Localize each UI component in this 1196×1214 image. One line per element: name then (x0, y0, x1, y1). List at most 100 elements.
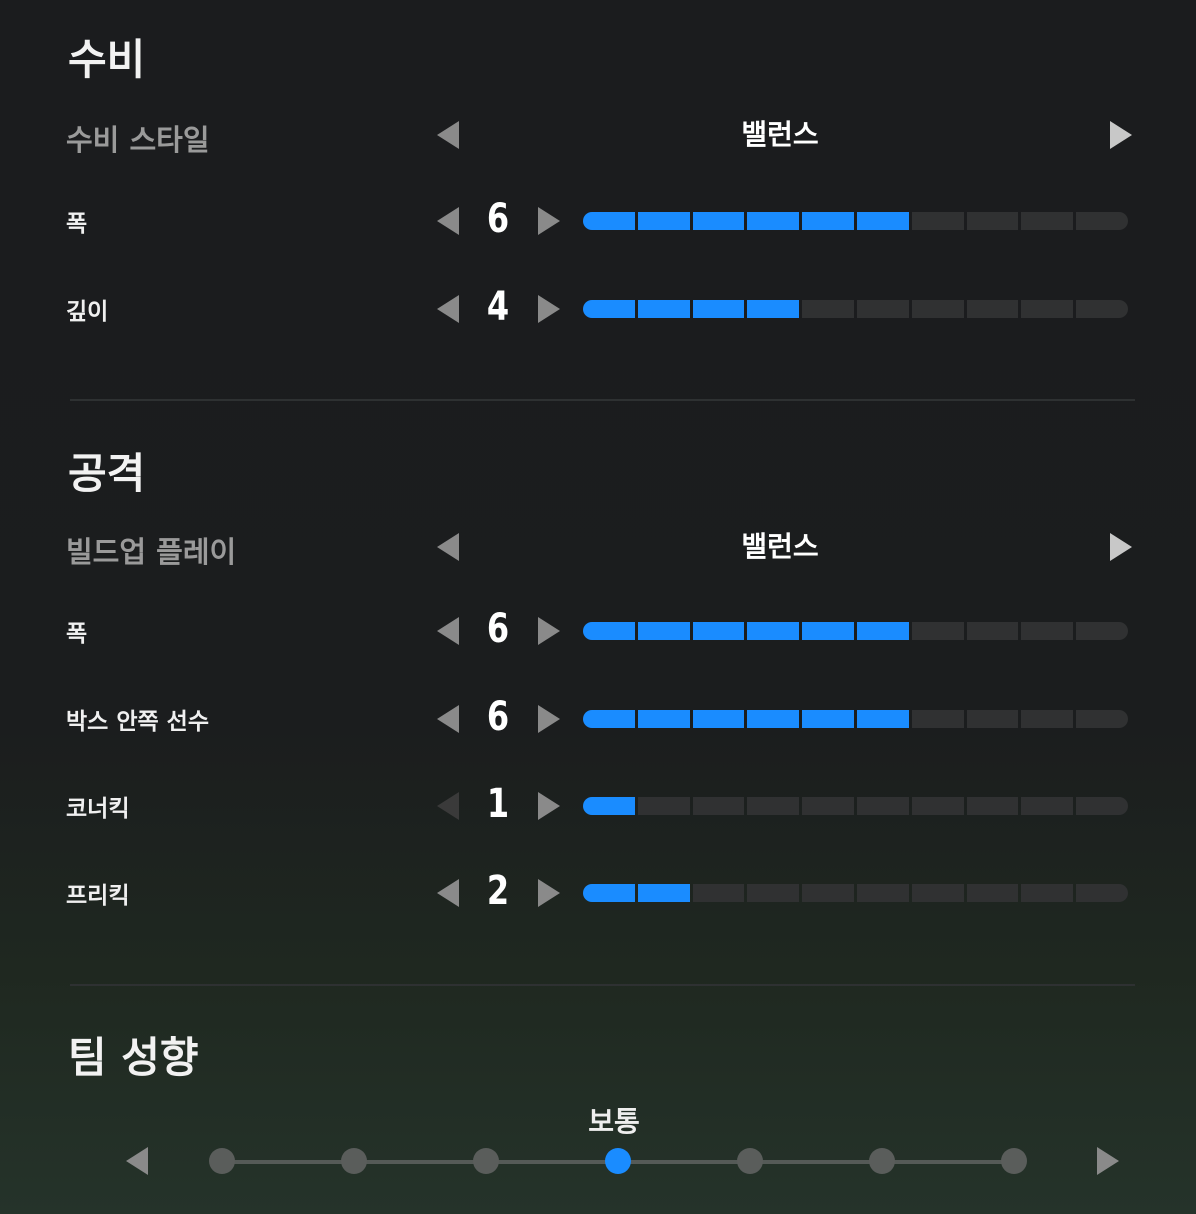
slider-segment (1076, 212, 1128, 230)
decrease-arrow-icon[interactable] (437, 295, 459, 323)
increase-arrow-icon[interactable] (538, 207, 560, 235)
slider-segment (966, 300, 1019, 318)
slider-segment (966, 797, 1019, 815)
section-divider (70, 399, 1135, 401)
slider-bar[interactable] (583, 622, 1128, 640)
slider-value: 1 (486, 781, 510, 827)
defense-style-label: 수비 스타일 (66, 123, 210, 157)
slider-label: 코너킥 (66, 796, 130, 822)
section-divider (70, 984, 1135, 986)
slider-segment (692, 797, 745, 815)
slider-segment (1021, 300, 1074, 318)
slider-segment (583, 622, 635, 640)
team-tendency-step[interactable] (1001, 1148, 1027, 1174)
increase-arrow-icon[interactable] (538, 617, 560, 645)
team-tendency-next-arrow-icon[interactable] (1097, 1147, 1119, 1175)
buildup-style-next-arrow-icon[interactable] (1110, 533, 1132, 561)
slider-label: 박스 안쪽 선수 (66, 709, 209, 735)
slider-segment (637, 622, 690, 640)
slider-segment (911, 212, 964, 230)
slider-segment (802, 797, 854, 815)
slider-segment (966, 710, 1019, 728)
slider-segment (1076, 884, 1128, 902)
team-tendency-step[interactable] (473, 1148, 499, 1174)
slider-segment (856, 300, 909, 318)
slider-segment (747, 212, 800, 230)
slider-segment (1076, 710, 1128, 728)
slider-segment (1076, 797, 1128, 815)
team-tendency-step[interactable] (737, 1148, 763, 1174)
slider-segment (856, 212, 909, 230)
slider-bar[interactable] (583, 797, 1128, 815)
decrease-arrow-icon[interactable] (437, 617, 459, 645)
slider-segment (1021, 622, 1074, 640)
slider-segment (583, 797, 635, 815)
team-tendency-step[interactable] (341, 1148, 367, 1174)
slider-segment (802, 622, 854, 640)
slider-segment (747, 622, 800, 640)
slider-segment (692, 710, 745, 728)
slider-segment (911, 300, 964, 318)
slider-segment (692, 622, 745, 640)
slider-segment (692, 884, 745, 902)
slider-bar[interactable] (583, 212, 1128, 230)
slider-bar[interactable] (583, 884, 1128, 902)
decrease-arrow-icon[interactable] (437, 879, 459, 907)
increase-arrow-icon[interactable] (538, 295, 560, 323)
slider-segment (1076, 300, 1128, 318)
team-tendency-step[interactable] (605, 1148, 631, 1174)
decrease-arrow-icon[interactable] (437, 792, 459, 820)
slider-segment (637, 300, 690, 318)
slider-value: 4 (486, 284, 510, 330)
team-tendency-value: 보통 (588, 1105, 640, 1138)
slider-segment (692, 212, 745, 230)
slider-segment (1021, 212, 1074, 230)
slider-segment (747, 797, 800, 815)
slider-segment (692, 300, 745, 318)
buildup-style-prev-arrow-icon[interactable] (437, 533, 459, 561)
slider-segment (802, 212, 854, 230)
slider-segment (911, 622, 964, 640)
slider-segment (637, 797, 690, 815)
slider-segment (966, 212, 1019, 230)
slider-segment (802, 300, 854, 318)
slider-segment (583, 710, 635, 728)
slider-label: 폭 (66, 211, 88, 237)
team-tendency-step[interactable] (869, 1148, 895, 1174)
slider-segment (856, 884, 909, 902)
defense-style-next-arrow-icon[interactable] (1110, 121, 1132, 149)
slider-segment (747, 710, 800, 728)
increase-arrow-icon[interactable] (538, 879, 560, 907)
decrease-arrow-icon[interactable] (437, 207, 459, 235)
slider-segment (583, 212, 635, 230)
slider-bar[interactable] (583, 300, 1128, 318)
slider-segment (637, 710, 690, 728)
slider-segment (1021, 710, 1074, 728)
buildup-style-label: 빌드업 플레이 (66, 535, 237, 569)
slider-segment (966, 622, 1019, 640)
defense-title: 수비 (68, 35, 146, 84)
increase-arrow-icon[interactable] (538, 792, 560, 820)
slider-bar[interactable] (583, 710, 1128, 728)
slider-segment (1021, 797, 1074, 815)
slider-label: 깊이 (66, 299, 109, 325)
team-tendency-title: 팀 성향 (68, 1033, 199, 1082)
decrease-arrow-icon[interactable] (437, 705, 459, 733)
slider-segment (747, 300, 800, 318)
slider-segment (966, 884, 1019, 902)
slider-segment (911, 797, 964, 815)
slider-label: 폭 (66, 621, 88, 647)
slider-segment (1076, 622, 1128, 640)
slider-segment (856, 710, 909, 728)
slider-segment (802, 710, 854, 728)
slider-segment (802, 884, 854, 902)
slider-value: 6 (486, 196, 510, 242)
defense-style-prev-arrow-icon[interactable] (437, 121, 459, 149)
increase-arrow-icon[interactable] (538, 705, 560, 733)
team-tendency-step[interactable] (209, 1148, 235, 1174)
slider-segment (856, 622, 909, 640)
team-tendency-prev-arrow-icon[interactable] (126, 1147, 148, 1175)
defense-style-value: 밸런스 (741, 118, 819, 151)
slider-value: 6 (486, 694, 510, 740)
buildup-style-value: 밸런스 (741, 530, 819, 563)
